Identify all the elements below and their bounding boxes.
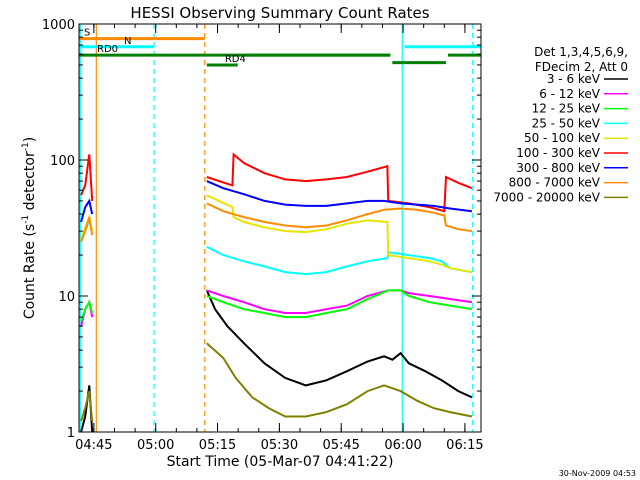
- plot-area: S N RD0 RD4: [79, 24, 481, 433]
- series-line: [206, 194, 473, 274]
- x-tick-label: 05:00: [137, 438, 174, 453]
- x-tick-label: 05:45: [322, 438, 359, 453]
- plot-frame: [78, 23, 482, 433]
- series-line: [80, 390, 94, 422]
- series-line: [206, 152, 473, 213]
- legend-header-line2: FDecim 2, Att 0: [535, 60, 628, 74]
- y-axis-label-mid: detector: [22, 151, 38, 215]
- x-tick-label: 04:45: [75, 438, 112, 453]
- series-line: [206, 202, 473, 233]
- y-tick-label: 100: [50, 154, 75, 169]
- legend-label: 25 - 50 keV: [532, 116, 601, 130]
- x-tick-label: 06:15: [446, 438, 483, 453]
- flag-bar-label: RD0: [97, 44, 118, 55]
- legend: Det 1,3,4,5,6,9, FDecim 2, Att 0 3 - 6 k…: [493, 45, 628, 204]
- series-line: [206, 180, 473, 213]
- legend-label: 50 - 100 keV: [524, 131, 601, 145]
- legend-label: 6 - 12 keV: [539, 87, 601, 101]
- series-line: [80, 299, 94, 322]
- x-tick-label: 05:15: [199, 438, 236, 453]
- series-line: [205, 289, 473, 399]
- x-axis-label: Start Time (05-Mar-07 04:41:22): [167, 454, 394, 470]
- y-axis-label-main: Count Rate (s: [22, 224, 38, 319]
- flag-bar-label: RD4: [225, 54, 246, 65]
- y-axis-label-sup2: -1: [21, 142, 31, 151]
- x-tick-label: 06:00: [384, 438, 421, 453]
- legend-label: 3 - 6 keV: [547, 72, 601, 86]
- y-axis-label-sup1: -1: [21, 215, 31, 224]
- legend-label: 300 - 800 keV: [516, 161, 600, 175]
- legend-label: 12 - 25 keV: [532, 102, 601, 116]
- y-tick-label: 1: [67, 426, 75, 441]
- y-tick-label: 10: [58, 290, 75, 305]
- y-axis-label: Count Rate (s-1 detector-1): [21, 137, 38, 319]
- chart-title: HESSI Observing Summary Count Rates: [130, 4, 429, 22]
- footer-timestamp: 30-Nov-2009 04:53: [559, 469, 636, 478]
- series-line: [80, 154, 94, 201]
- y-tick-label: 1000: [42, 18, 75, 33]
- series-line: [206, 289, 473, 314]
- y-axis-label-end: ): [22, 137, 38, 142]
- x-tick-label: 05:30: [261, 438, 298, 453]
- series-line: [206, 342, 473, 418]
- series-line: [80, 216, 94, 243]
- flag-bar-label: S: [84, 28, 90, 39]
- legend-label: 800 - 7000 keV: [509, 176, 601, 190]
- series-line: [206, 289, 473, 319]
- series-line: [206, 245, 473, 276]
- legend-header-line1: Det 1,3,4,5,6,9,: [534, 45, 628, 59]
- flag-bar-label: N: [124, 36, 131, 47]
- legend-label: 7000 - 20000 keV: [493, 190, 600, 204]
- x-axis: 04:45 05:00 05:15 05:30 05:45 06:00 06:15: [75, 24, 484, 453]
- y-axis: 1 10 100 1000: [42, 18, 481, 441]
- series-line: [80, 198, 94, 223]
- legend-label: 100 - 300 keV: [516, 146, 600, 160]
